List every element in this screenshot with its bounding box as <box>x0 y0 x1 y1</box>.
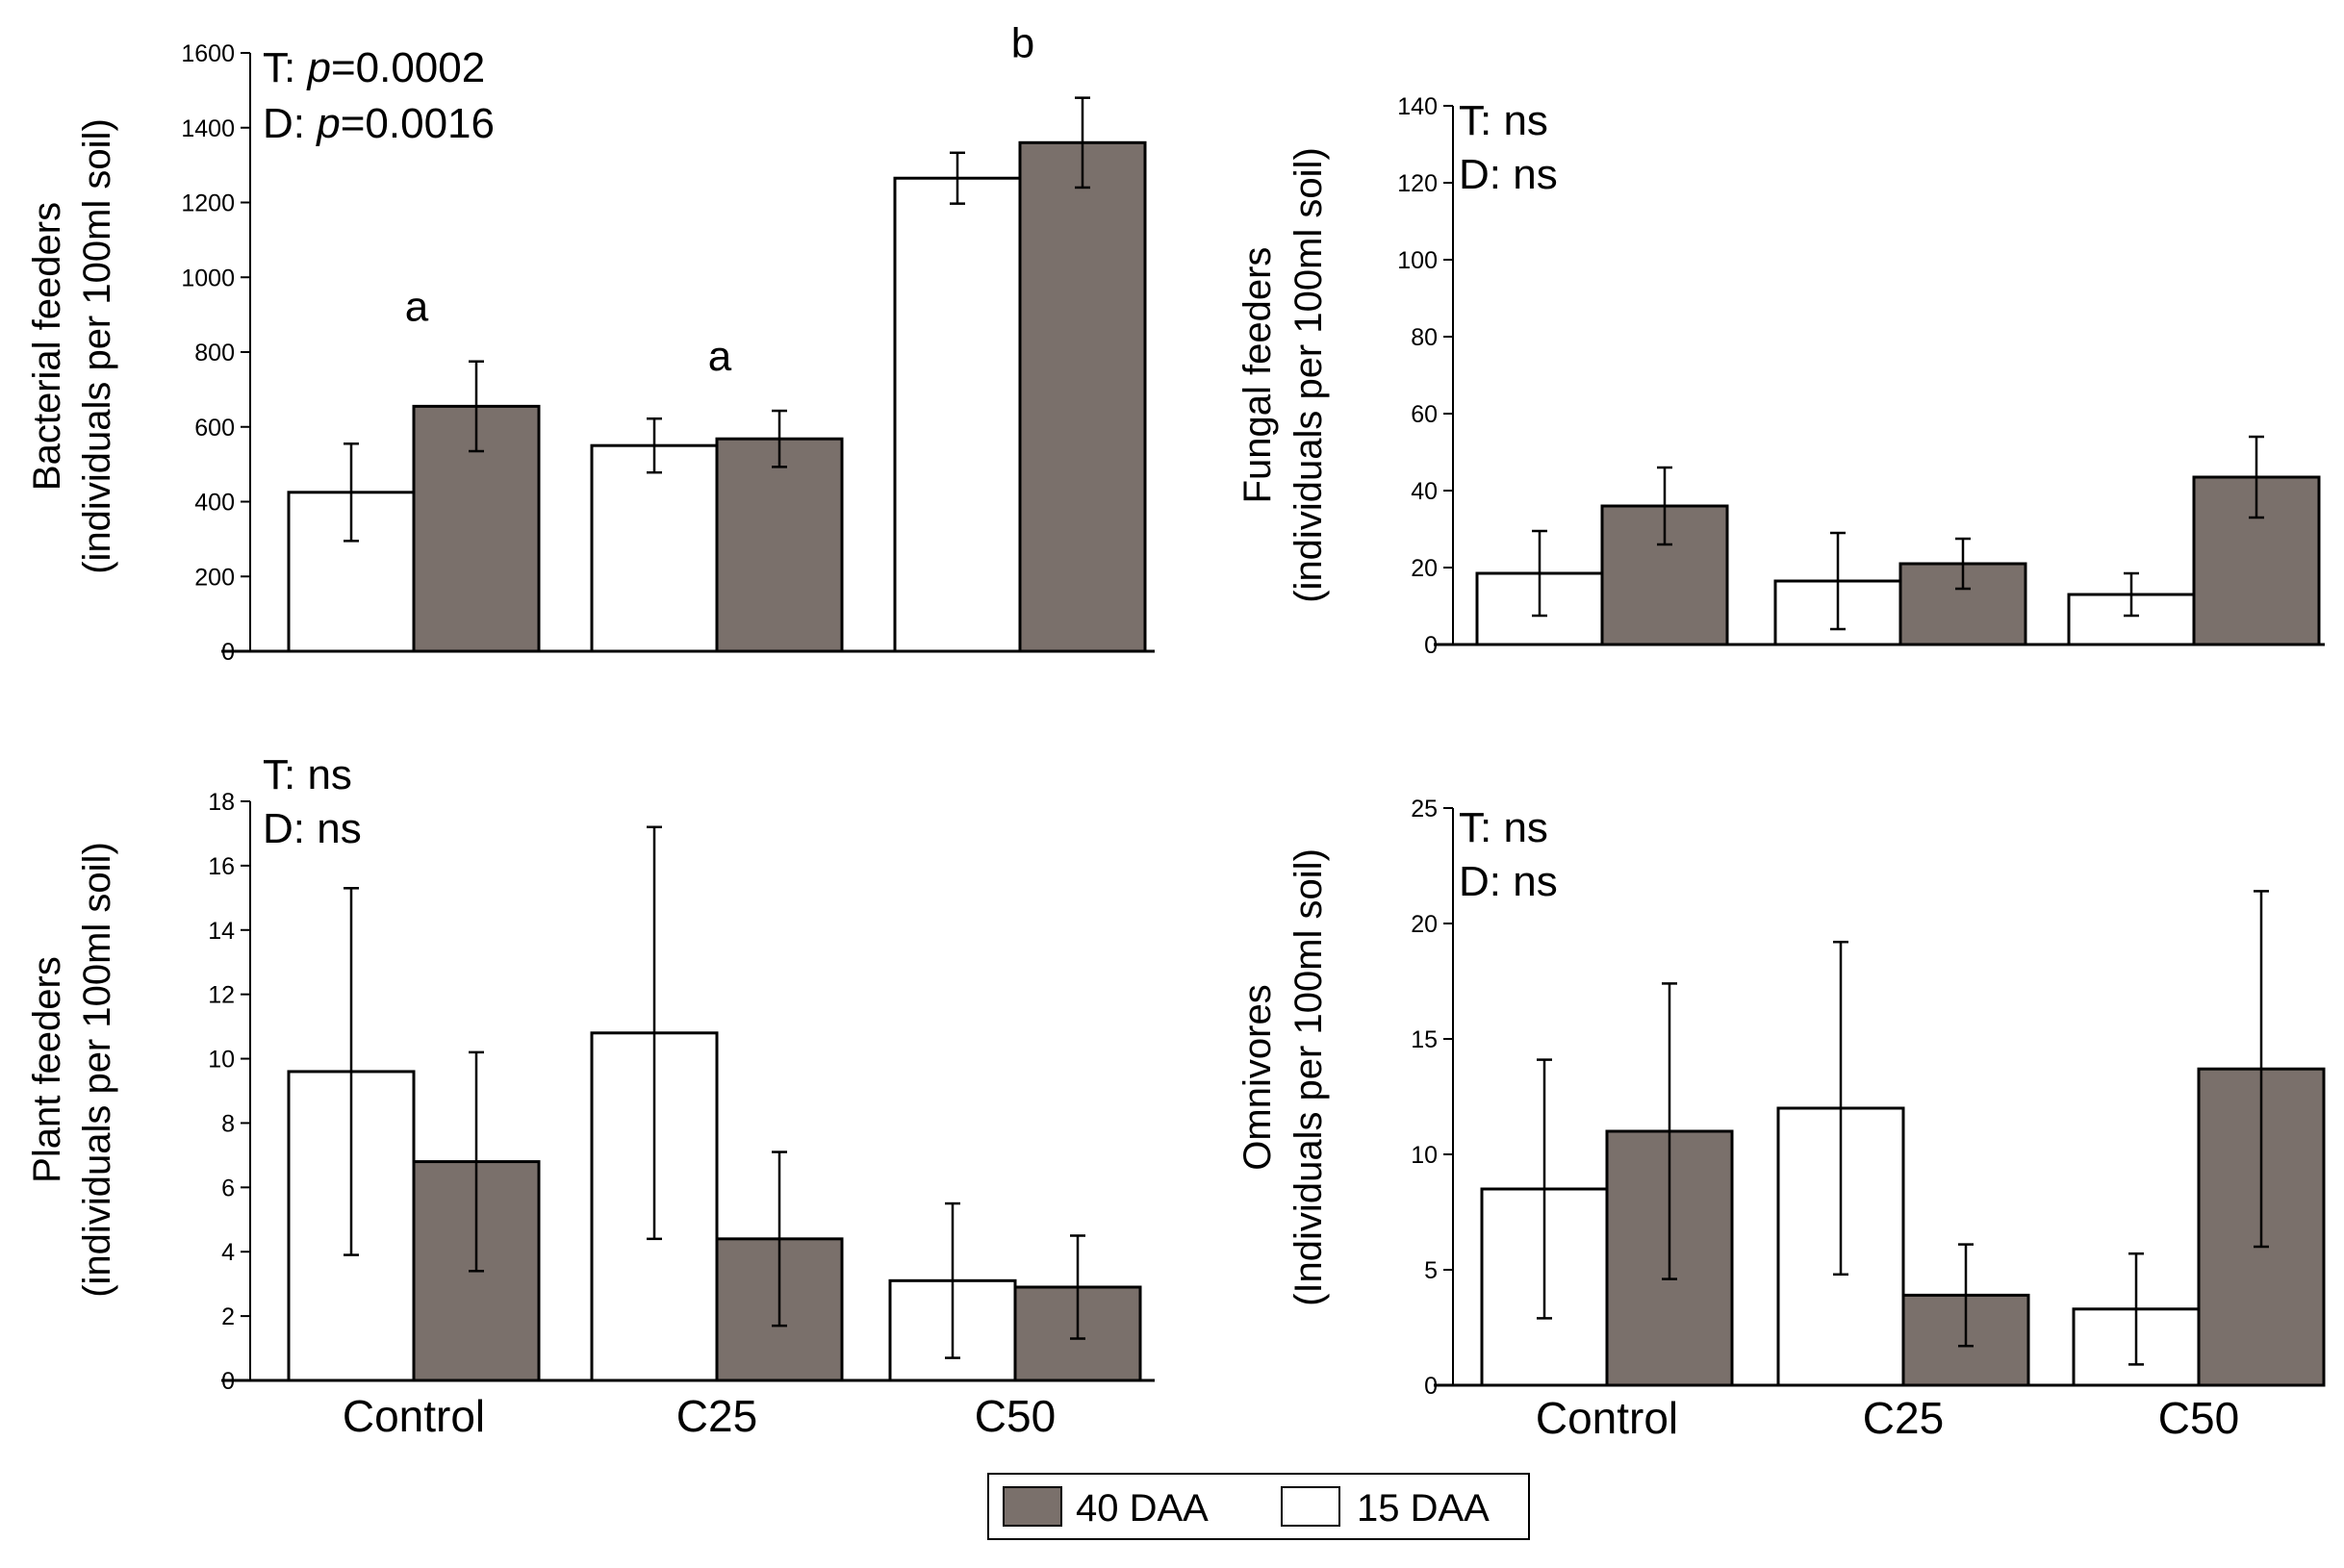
y-tick-label: 20 <box>1411 911 1438 938</box>
category-label: C25 <box>676 1391 757 1441</box>
y-tick-label: 0 <box>221 1368 235 1395</box>
legend: 40 DAA 15 DAA <box>987 1473 1530 1540</box>
y-tick-label: 200 <box>194 564 235 591</box>
y-tick-label: 20 <box>1411 555 1438 582</box>
y-tick-label: 1000 <box>181 265 235 291</box>
y-tick-label: 14 <box>208 918 235 945</box>
treatment-annotation: T: ns <box>1459 97 1548 144</box>
y-tick-label: 25 <box>1411 796 1438 822</box>
y-tick-label: 140 <box>1397 93 1438 120</box>
treatment-p-annotation: T: p=0.0002 <box>263 44 485 91</box>
treatment-annotation: T: ns <box>263 751 352 798</box>
y-tick-label: 1200 <box>181 190 235 217</box>
y-axis-label-line2: (individuals per 100ml soil) <box>76 118 118 574</box>
category-label: C25 <box>1863 1393 1944 1443</box>
y-tick-label: 4 <box>221 1239 235 1266</box>
y-axis-label-line2: (individuals per 100ml soil) <box>1287 147 1330 603</box>
y-tick-label: 80 <box>1411 324 1438 351</box>
omnivores-panel: Omnivores (Individuals per 100ml soil) T… <box>1236 796 2326 1443</box>
y-axis-label-line1: Plant feeders <box>26 956 68 1183</box>
bar-40-daa-c50 <box>1018 140 1147 653</box>
bar-15-daa-c25 <box>590 443 719 653</box>
y-tick-label: 2 <box>221 1303 235 1330</box>
significance-letter: a <box>405 284 429 331</box>
y-axis-label-line1: Fungal feeders <box>1236 247 1279 504</box>
y-tick-label: 800 <box>194 340 235 367</box>
bar-15-daa-c50 <box>893 176 1022 653</box>
y-tick-label: 5 <box>1424 1257 1438 1284</box>
y-tick-label: 18 <box>208 789 235 816</box>
y-tick-label: 400 <box>194 490 235 517</box>
y-tick-label: 8 <box>221 1110 235 1137</box>
category-label: Control <box>343 1391 485 1441</box>
legend-label-15-daa: 15 DAA <box>1357 1487 1490 1530</box>
y-tick-label: 1400 <box>181 115 235 142</box>
y-axis-label-line2: (individuals per 100ml soil) <box>76 842 118 1298</box>
y-axis-label-line1: Omnivores <box>1236 984 1279 1170</box>
y-tick-label: 6 <box>221 1175 235 1201</box>
legend-swatch-15-daa <box>1281 1486 1340 1527</box>
bar-40-daa-c25 <box>715 437 844 653</box>
date-p-annotation: D: p=0.0016 <box>263 100 495 147</box>
y-tick-label: 0 <box>1424 632 1438 659</box>
date-annotation: D: ns <box>263 805 362 852</box>
y-tick-label: 600 <box>194 415 235 442</box>
bacterial-feeders-panel: Bacterial feeders (individuals per 100ml… <box>26 20 1155 666</box>
significance-letter: b <box>1011 20 1034 67</box>
y-tick-label: 0 <box>221 639 235 666</box>
y-tick-label: 120 <box>1397 170 1438 197</box>
y-tick-label: 15 <box>1411 1026 1438 1053</box>
category-label: Control <box>1536 1393 1678 1443</box>
significance-letter: a <box>708 333 732 380</box>
y-tick-label: 12 <box>208 982 235 1009</box>
y-tick-label: 16 <box>208 853 235 880</box>
y-axis-label-line1: Bacterial feeders <box>26 202 68 491</box>
category-label: C50 <box>2158 1393 2239 1443</box>
legend-label-40-daa: 40 DAA <box>1076 1487 1209 1530</box>
y-tick-label: 10 <box>1411 1142 1438 1169</box>
date-annotation: D: ns <box>1459 151 1558 198</box>
y-tick-label: 1600 <box>181 40 235 67</box>
treatment-annotation: T: ns <box>1459 804 1548 851</box>
category-label: C50 <box>975 1391 1056 1441</box>
legend-swatch-40-daa <box>1003 1486 1062 1527</box>
y-tick-label: 10 <box>208 1047 235 1074</box>
legend-frame <box>987 1473 1530 1540</box>
plant-feeders-panel: Plant feeders (individuals per 100ml soi… <box>26 751 1155 1441</box>
bar-40-daa-c50 <box>2192 475 2321 646</box>
date-annotation: D: ns <box>1459 858 1558 905</box>
y-tick-label: 0 <box>1424 1373 1438 1400</box>
y-tick-label: 100 <box>1397 247 1438 274</box>
fungal-feeders-panel: Fungal feeders (individuals per 100ml so… <box>1236 93 2325 659</box>
y-tick-label: 40 <box>1411 478 1438 505</box>
y-axis-label-line2: (Individuals per 100ml soil) <box>1287 848 1330 1306</box>
y-tick-label: 60 <box>1411 401 1438 428</box>
